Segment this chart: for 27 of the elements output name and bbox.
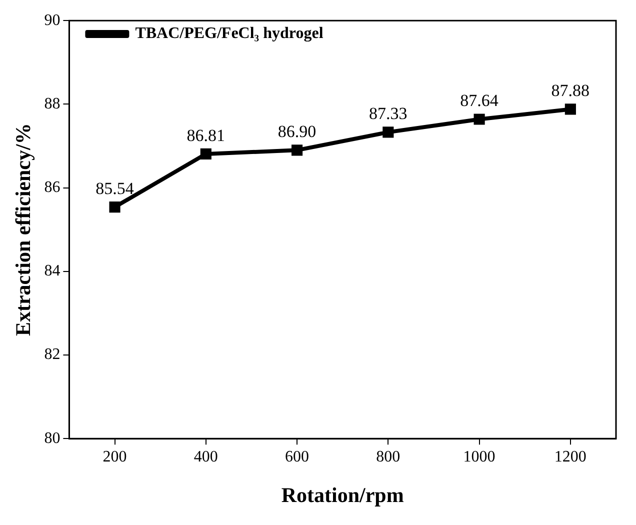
x-tick-label: 1200 bbox=[554, 448, 586, 466]
x-tick-label: 400 bbox=[194, 448, 218, 466]
data-label: 86.90 bbox=[278, 122, 316, 142]
data-label: 87.33 bbox=[369, 104, 408, 124]
data-label: 87.64 bbox=[460, 91, 499, 110]
x-tick-label: 600 bbox=[285, 448, 310, 466]
point bbox=[382, 126, 394, 138]
y-tick-label: 80 bbox=[44, 430, 60, 447]
data-label: 85.54 bbox=[96, 178, 134, 198]
y-axis-title: Extraction efficiency/% bbox=[11, 123, 36, 336]
y-tick-label: 86 bbox=[44, 179, 60, 196]
data-label: 87.88 bbox=[551, 81, 590, 100]
y-tick-label: 90 bbox=[44, 12, 60, 29]
x-tick-label: 800 bbox=[376, 448, 400, 466]
y-tick-label: 88 bbox=[44, 95, 60, 112]
point bbox=[200, 148, 212, 160]
point bbox=[292, 144, 303, 156]
y-tick-label: 84 bbox=[44, 262, 60, 280]
point bbox=[474, 114, 485, 125]
point bbox=[564, 104, 576, 115]
x-axis-title: Rotation/rpm bbox=[281, 482, 404, 507]
legend-label: TBAC/PEG/FeCl₃ hydrogel bbox=[135, 25, 324, 42]
x-tick-label: 1000 bbox=[463, 448, 496, 466]
y-tick-label: 82 bbox=[44, 346, 60, 364]
point bbox=[109, 201, 120, 213]
x-tick-label: 200 bbox=[102, 448, 127, 466]
data-label: 86.81 bbox=[186, 126, 226, 145]
